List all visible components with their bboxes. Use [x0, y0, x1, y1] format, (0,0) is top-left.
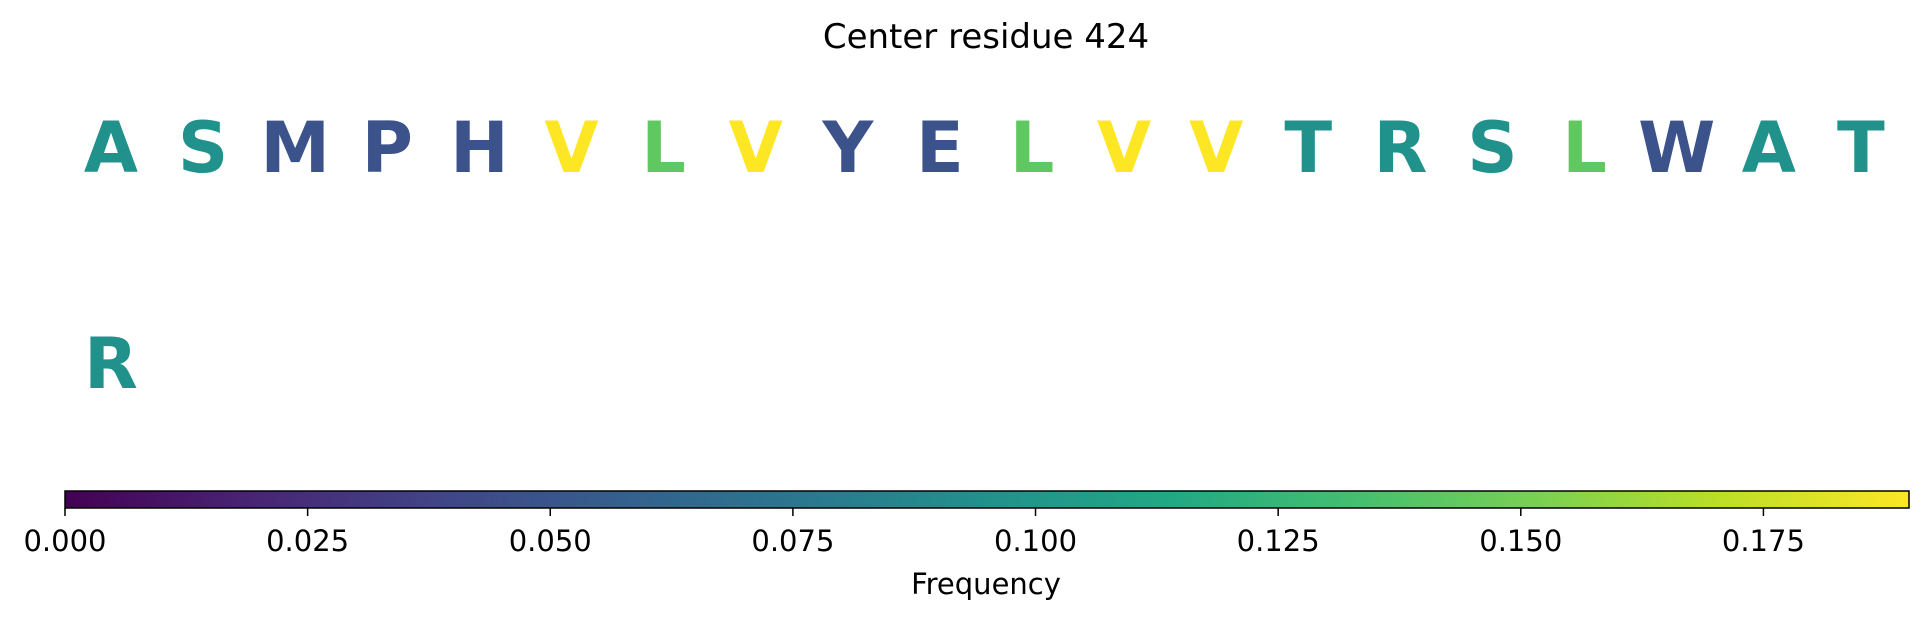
residue-letters: A S M P H V L V Y E L V V T R S L W A TR	[84, 107, 1885, 405]
residue-letter: S	[1467, 107, 1517, 189]
colorbar-tick-label: 0.150	[1479, 524, 1562, 558]
residue-letter: T	[1837, 107, 1885, 189]
residue-letter: A	[1742, 107, 1796, 189]
colorbar-tick-label: 0.050	[509, 524, 592, 558]
residue-letter: R	[1373, 107, 1427, 189]
residue-letter: V	[544, 107, 598, 189]
residue-letter: L	[1562, 107, 1607, 189]
residue-letter: E	[916, 107, 964, 189]
residue-letter: A	[84, 107, 138, 189]
colorbar-tick-label: 0.075	[751, 524, 834, 558]
colorbar-gradient	[64, 490, 1910, 509]
residue-letter: S	[178, 107, 228, 189]
residue-letter: Y	[821, 107, 874, 189]
residue-letter: V	[1189, 107, 1243, 189]
residue-letter: M	[260, 107, 330, 189]
residue-letter: L	[1010, 107, 1055, 189]
residue-letter: R	[84, 323, 138, 405]
residue-letter: V	[729, 107, 783, 189]
residue-letter: P	[362, 107, 413, 189]
residue-letter: H	[450, 107, 509, 189]
residue-letter: T	[1284, 107, 1332, 189]
residue-letter: W	[1638, 107, 1715, 189]
colorbar-label: Frequency	[911, 567, 1061, 601]
residue-letter: L	[641, 107, 686, 189]
colorbar: 0.000 0.025 0.050 0.075 0.100 0.125 0.150 0.175…	[23, 490, 1910, 601]
colorbar-tick-label: 0.100	[994, 524, 1077, 558]
colorbar-tick-label: 0.000	[23, 524, 106, 558]
colorbar-tick-label: 0.025	[266, 524, 349, 558]
colorbar-tick-label: 0.175	[1722, 524, 1805, 558]
residue-letter: V	[1097, 107, 1151, 189]
colorbar-tick-label: 0.125	[1237, 524, 1320, 558]
chart-title: Center residue 424	[823, 17, 1149, 57]
colorbar-ticks: 0.000 0.025 0.050 0.075 0.100 0.125 0.150 0.175	[23, 508, 1805, 558]
